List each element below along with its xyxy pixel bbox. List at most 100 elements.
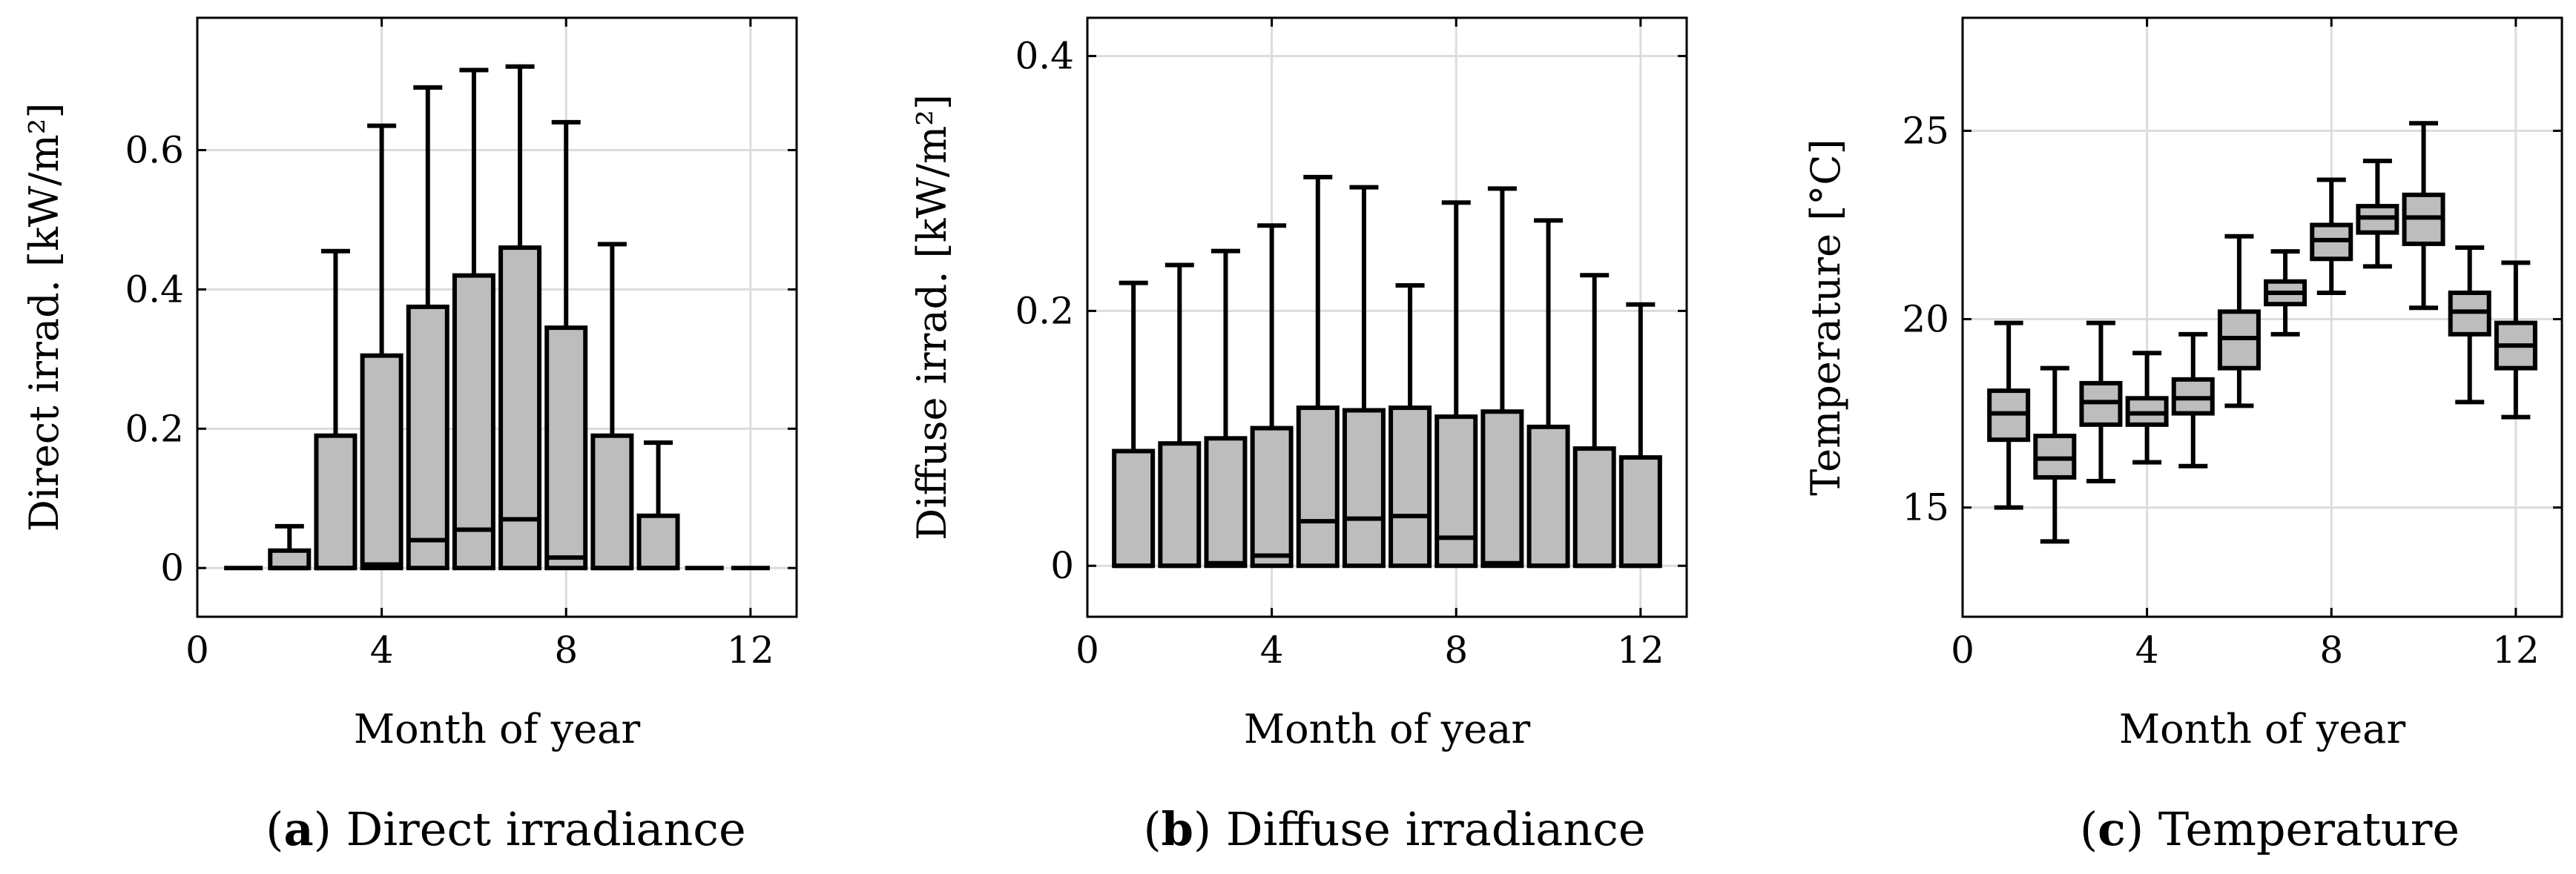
box-month-9 bbox=[1480, 186, 1524, 569]
box-series bbox=[1112, 174, 1662, 569]
box-month-10 bbox=[2402, 121, 2445, 311]
box-iqr bbox=[1204, 436, 1248, 569]
panel-c-temperature: 0 4 8 12 15 20 25 Month of year Temperature [°C]… bbox=[1802, 16, 2563, 856]
box-iqr bbox=[314, 433, 358, 571]
box-iqr bbox=[452, 273, 495, 571]
box-iqr bbox=[1296, 405, 1340, 569]
caption-paren-close: ) bbox=[1193, 802, 1226, 856]
caption-paren-open: ( bbox=[266, 802, 283, 856]
box-month-2 bbox=[2033, 365, 2077, 544]
box-month-8 bbox=[1434, 200, 1478, 569]
box-month-11 bbox=[1572, 273, 1616, 569]
x-tick-label: 0 bbox=[185, 629, 209, 672]
x-tick-label: 0 bbox=[1951, 629, 1974, 672]
box-month-11 bbox=[2448, 245, 2491, 405]
x-tick-label: 8 bbox=[1444, 629, 1468, 672]
box-iqr bbox=[1250, 426, 1294, 569]
box-iqr bbox=[636, 513, 680, 571]
panel-caption: (a) Direct irradiance bbox=[266, 802, 745, 856]
y-tick-label: 0.6 bbox=[125, 129, 184, 172]
box-iqr bbox=[1572, 446, 1616, 569]
box-month-5 bbox=[2171, 331, 2215, 469]
box-month-12 bbox=[2494, 260, 2537, 420]
box-month-10 bbox=[1526, 218, 1570, 569]
box-month-1 bbox=[1112, 280, 1156, 569]
panel-caption: (b) Diffuse irradiance bbox=[1143, 802, 1645, 856]
box-month-8 bbox=[544, 119, 588, 571]
box-iqr bbox=[268, 548, 312, 571]
y-tick-label: 25 bbox=[1902, 109, 1949, 152]
caption-text: Diffuse irradiance bbox=[1226, 802, 1646, 856]
box-iqr bbox=[1618, 455, 1662, 569]
y-tick-label: 0.4 bbox=[1015, 35, 1074, 78]
caption-text: Direct irradiance bbox=[346, 802, 746, 856]
box-month-7 bbox=[498, 64, 542, 571]
box-iqr bbox=[544, 325, 588, 571]
y-tick-label: 0 bbox=[1050, 544, 1074, 587]
plot-frame bbox=[1961, 16, 2563, 618]
x-tick-label: 8 bbox=[554, 629, 578, 672]
box-month-5 bbox=[1296, 174, 1340, 569]
caption-letter: b bbox=[1162, 802, 1193, 856]
y-tick-label: 20 bbox=[1902, 298, 1949, 341]
box-iqr bbox=[1158, 441, 1202, 569]
box-iqr bbox=[1434, 414, 1478, 569]
x-tick-label: 8 bbox=[2319, 629, 2343, 672]
box-month-8 bbox=[2310, 177, 2353, 295]
x-tick-label: 12 bbox=[1617, 629, 1664, 672]
box-month-5 bbox=[406, 85, 449, 571]
y-axis-label: Diffuse irrad. [kW/m²] bbox=[909, 94, 955, 540]
x-axis-label: Month of year bbox=[1244, 706, 1531, 752]
box-month-7 bbox=[2264, 249, 2307, 337]
x-tick-label: 0 bbox=[1075, 629, 1099, 672]
caption-text: Temperature bbox=[2158, 802, 2460, 856]
box-month-1 bbox=[1987, 320, 2031, 510]
box-month-4 bbox=[1250, 223, 1294, 569]
caption-paren-close: ) bbox=[2126, 802, 2158, 856]
x-tick-label: 12 bbox=[727, 629, 774, 672]
box-iqr bbox=[406, 304, 449, 571]
box-month-3 bbox=[2079, 320, 2123, 484]
panel-a-direct-irradiance: 0 4 8 12 0 0.2 0.4 0.6 Month of year Direct irrad… bbox=[21, 16, 798, 856]
x-tick-label: 4 bbox=[2135, 629, 2159, 672]
box-iqr bbox=[1389, 405, 1432, 569]
y-axis-label: Direct irrad. [kW/m²] bbox=[21, 103, 67, 532]
y-tick-label: 0.4 bbox=[125, 268, 184, 311]
box-month-3 bbox=[1204, 248, 1248, 569]
box-month-3 bbox=[314, 248, 358, 571]
box-iqr bbox=[1480, 409, 1524, 569]
box-month-4 bbox=[360, 123, 403, 571]
box-iqr bbox=[360, 353, 403, 571]
box-month-10 bbox=[636, 440, 680, 571]
box-month-6 bbox=[452, 67, 495, 571]
box-iqr bbox=[1526, 424, 1570, 569]
x-axis-label: Month of year bbox=[2119, 706, 2406, 752]
box-month-9 bbox=[2356, 159, 2399, 269]
box-iqr bbox=[590, 433, 634, 571]
y-tick-label: 15 bbox=[1902, 486, 1949, 529]
box-month-4 bbox=[2125, 351, 2169, 465]
x-tick-label: 4 bbox=[370, 629, 394, 672]
box-iqr bbox=[1112, 448, 1156, 569]
x-axis-label: Month of year bbox=[354, 706, 641, 752]
box-month-9 bbox=[590, 242, 634, 571]
y-tick-label: 0.2 bbox=[125, 407, 184, 450]
box-iqr bbox=[1342, 408, 1386, 569]
panel-b-diffuse-irradiance: 0 4 8 12 0 0.2 0.4 Month of year Diffuse irrad. … bbox=[909, 16, 1688, 856]
box-series bbox=[224, 64, 770, 571]
panel-caption: (c) Temperature bbox=[2080, 802, 2460, 856]
box-iqr bbox=[498, 245, 542, 571]
plot-frame bbox=[1086, 16, 1688, 618]
plot-frame bbox=[196, 16, 798, 618]
box-month-2 bbox=[1158, 262, 1202, 569]
y-tick-label: 0 bbox=[160, 546, 184, 589]
x-tick-label: 12 bbox=[2492, 629, 2540, 672]
caption-paren-open: ( bbox=[2080, 802, 2098, 856]
box-series bbox=[1987, 121, 2537, 544]
box-month-7 bbox=[1389, 283, 1432, 569]
caption-paren-close: ) bbox=[314, 802, 346, 856]
box-month-12 bbox=[1618, 302, 1662, 569]
y-tick-label: 0.2 bbox=[1015, 289, 1074, 332]
box-month-2 bbox=[268, 523, 312, 571]
